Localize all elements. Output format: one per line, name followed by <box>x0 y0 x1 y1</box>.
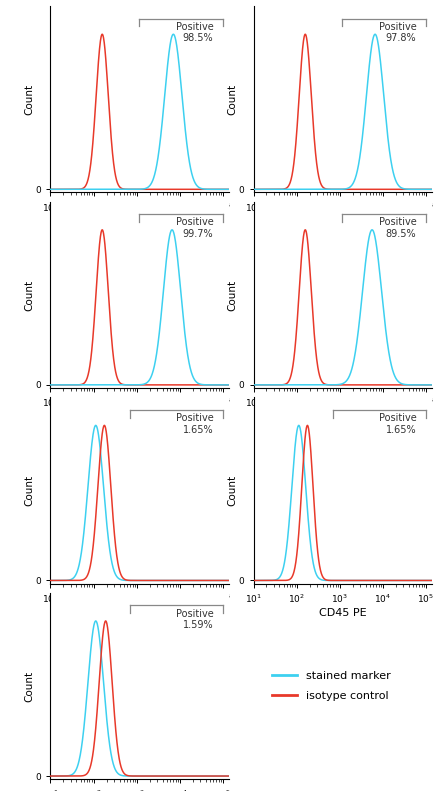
Y-axis label: Count: Count <box>227 84 237 115</box>
X-axis label: CD90 PE: CD90 PE <box>318 217 366 226</box>
X-axis label: CD146 PE: CD146 PE <box>315 412 369 422</box>
Y-axis label: Count: Count <box>24 84 34 115</box>
Y-axis label: Count: Count <box>227 279 237 311</box>
Y-axis label: Count: Count <box>24 279 34 311</box>
Y-axis label: Count: Count <box>227 475 237 506</box>
X-axis label: CD45 PE: CD45 PE <box>318 607 366 618</box>
Legend: stained marker, isotype control: stained marker, isotype control <box>268 667 394 706</box>
X-axis label: CD73 PE: CD73 PE <box>116 217 163 226</box>
Text: Positive
1.65%: Positive 1.65% <box>378 413 415 434</box>
Text: Positive
89.5%: Positive 89.5% <box>378 218 415 239</box>
X-axis label: CD34 PE: CD34 PE <box>116 607 163 618</box>
Text: Positive
97.8%: Positive 97.8% <box>378 22 415 44</box>
Text: Positive
98.5%: Positive 98.5% <box>175 22 213 44</box>
Y-axis label: Count: Count <box>24 671 34 702</box>
Text: Positive
1.59%: Positive 1.59% <box>175 608 213 630</box>
Text: Positive
1.65%: Positive 1.65% <box>175 413 213 434</box>
Text: Positive
99.7%: Positive 99.7% <box>175 218 213 239</box>
X-axis label: CD105 PE: CD105 PE <box>113 412 167 422</box>
Y-axis label: Count: Count <box>24 475 34 506</box>
